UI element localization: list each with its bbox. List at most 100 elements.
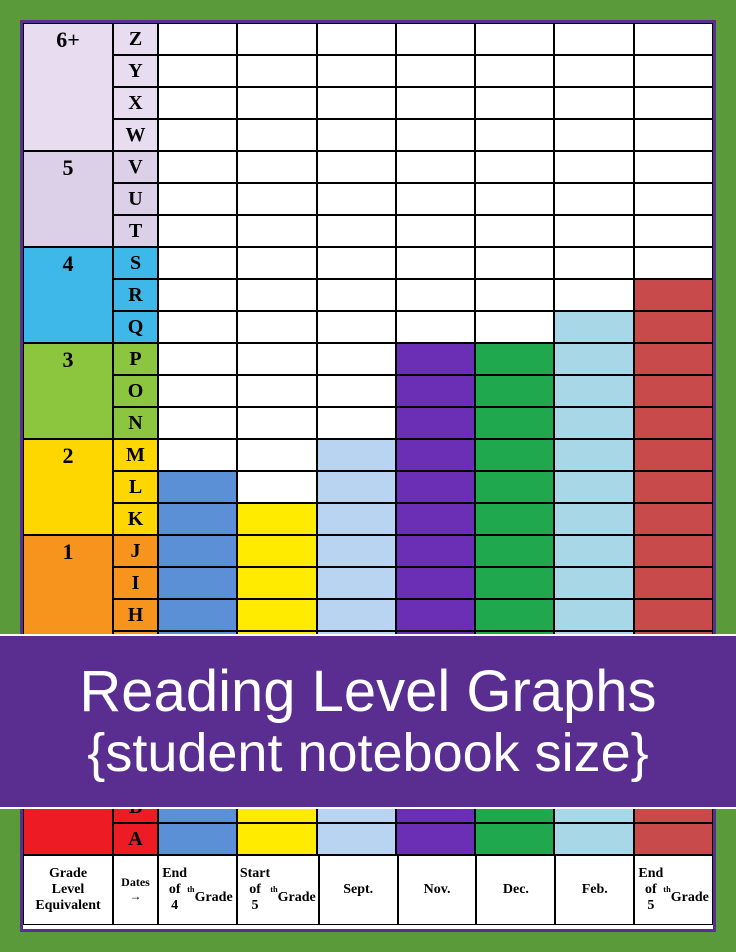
data-cell [396, 343, 475, 375]
data-cell [317, 215, 396, 247]
data-cell [158, 119, 237, 151]
data-cell [554, 599, 633, 631]
level-letter: Y [113, 55, 158, 87]
level-letter: U [113, 183, 158, 215]
data-cell [554, 471, 633, 503]
grade-band-label: 4 [23, 247, 113, 343]
data-cell [317, 567, 396, 599]
data-cell [634, 55, 713, 87]
data-cell [237, 87, 316, 119]
data-cell [475, 535, 554, 567]
data-cell [237, 247, 316, 279]
data-cell [396, 279, 475, 311]
data-cell [158, 343, 237, 375]
data-cell [554, 279, 633, 311]
grade-band-label: 6+ [23, 23, 113, 151]
level-letter: X [113, 87, 158, 119]
data-cell [317, 55, 396, 87]
footer-column-label: Endof4thGrade [158, 855, 237, 925]
data-cell [475, 55, 554, 87]
footer-dates-label: Dates→ [113, 855, 158, 925]
data-cell [554, 23, 633, 55]
title-banner: Reading Level Graphs {student notebook s… [0, 634, 736, 809]
data-cell [634, 535, 713, 567]
banner-subtitle: {student notebook size} [87, 724, 648, 783]
data-cell [475, 471, 554, 503]
footer-column-label: Sept. [319, 855, 398, 925]
data-cell [634, 823, 713, 855]
data-cell [317, 343, 396, 375]
data-cell [158, 247, 237, 279]
level-letter: S [113, 247, 158, 279]
level-letter: W [113, 119, 158, 151]
data-cell [158, 439, 237, 471]
data-cell [237, 119, 316, 151]
data-cell [554, 55, 633, 87]
data-cell [554, 407, 633, 439]
data-cell [475, 375, 554, 407]
data-cell [317, 503, 396, 535]
footer-column-label: Feb. [555, 855, 634, 925]
data-cell [158, 183, 237, 215]
level-letter: J [113, 535, 158, 567]
data-cell [237, 279, 316, 311]
banner-title: Reading Level Graphs [79, 660, 656, 724]
data-cell [396, 247, 475, 279]
data-cell [158, 87, 237, 119]
level-letter: V [113, 151, 158, 183]
data-cell [475, 87, 554, 119]
data-cell [554, 87, 633, 119]
data-cell [554, 823, 633, 855]
data-cell [634, 311, 713, 343]
data-cell [634, 247, 713, 279]
data-cell [396, 55, 475, 87]
footer-grade-label: GradeLevelEquivalent [23, 855, 113, 925]
data-cell [317, 279, 396, 311]
data-cell [634, 183, 713, 215]
data-cell [317, 247, 396, 279]
data-cell [317, 311, 396, 343]
data-cell [237, 471, 316, 503]
data-cell [554, 503, 633, 535]
data-cell [396, 87, 475, 119]
data-cell [396, 599, 475, 631]
level-letter: O [113, 375, 158, 407]
data-cell [634, 279, 713, 311]
data-cell [634, 343, 713, 375]
data-cell [634, 567, 713, 599]
data-cell [475, 247, 554, 279]
data-cell [237, 823, 316, 855]
level-letter: N [113, 407, 158, 439]
data-cell [396, 503, 475, 535]
data-cell [158, 823, 237, 855]
data-cell [396, 823, 475, 855]
footer-column-label: Dec. [476, 855, 555, 925]
data-cell [237, 311, 316, 343]
level-letter: K [113, 503, 158, 535]
data-cell [396, 23, 475, 55]
data-cell [158, 55, 237, 87]
data-cell [158, 535, 237, 567]
data-cell [475, 279, 554, 311]
data-cell [158, 151, 237, 183]
level-letter: R [113, 279, 158, 311]
data-cell [634, 503, 713, 535]
data-cell [317, 119, 396, 151]
footer-column-label: Endof5thGrade [634, 855, 713, 925]
data-cell [317, 407, 396, 439]
data-cell [475, 311, 554, 343]
level-letter: P [113, 343, 158, 375]
data-cell [396, 567, 475, 599]
data-cell [158, 215, 237, 247]
level-letter: M [113, 439, 158, 471]
data-cell [554, 439, 633, 471]
data-cell [634, 471, 713, 503]
data-cell [317, 183, 396, 215]
data-cell [396, 375, 475, 407]
data-cell [237, 407, 316, 439]
data-cell [158, 599, 237, 631]
data-cell [554, 567, 633, 599]
data-cell [317, 23, 396, 55]
data-cell [396, 119, 475, 151]
data-cell [475, 23, 554, 55]
